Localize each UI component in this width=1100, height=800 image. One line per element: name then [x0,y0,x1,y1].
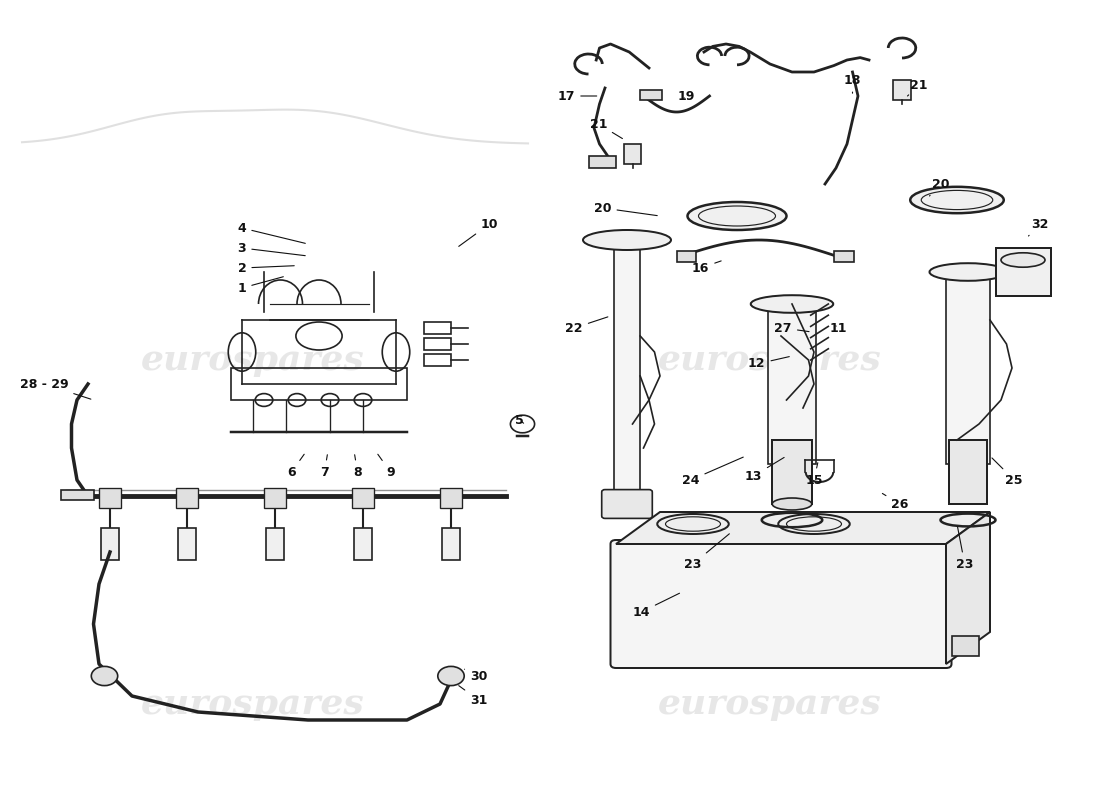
Text: 26: 26 [882,494,909,510]
Circle shape [91,666,118,686]
Ellipse shape [772,498,812,510]
Bar [946,272,990,464]
FancyBboxPatch shape [602,490,652,518]
Text: eurospares: eurospares [141,687,365,721]
Circle shape [438,666,464,686]
Bar [893,80,911,100]
Text: 13: 13 [745,458,784,482]
Text: 5: 5 [515,414,524,426]
Text: 20: 20 [930,178,949,196]
Text: 17: 17 [558,90,596,102]
Text: 32: 32 [1028,218,1048,236]
Text: 20: 20 [594,202,657,216]
Bar [768,304,816,464]
Bar [424,338,451,350]
Text: 30: 30 [464,670,487,682]
Ellipse shape [750,295,834,313]
Text: 4: 4 [238,222,306,243]
Bar [588,156,616,168]
Text: 21: 21 [908,79,927,96]
Ellipse shape [930,263,1007,281]
Text: 23: 23 [956,526,974,570]
Bar [352,488,374,508]
Text: 15: 15 [805,462,823,486]
Text: 25: 25 [992,458,1023,486]
Text: 11: 11 [829,322,847,334]
Text: 21: 21 [590,118,623,138]
Bar [266,528,284,560]
Bar [949,440,987,504]
FancyBboxPatch shape [610,540,952,668]
Text: 24: 24 [682,457,744,486]
Bar [354,528,372,560]
Text: 8: 8 [353,454,362,478]
Text: 2: 2 [238,262,294,274]
Bar [952,636,979,656]
Bar [614,240,640,496]
Text: 27: 27 [774,322,808,334]
Text: 6: 6 [287,454,305,478]
Text: 19: 19 [678,90,695,102]
Bar [264,488,286,508]
Text: 1: 1 [238,277,284,294]
Ellipse shape [1001,253,1045,267]
Bar [178,528,196,560]
Text: 10: 10 [459,218,498,246]
Text: 31: 31 [459,686,487,706]
Text: 3: 3 [238,242,305,256]
Text: 18: 18 [844,74,861,94]
Bar [424,354,451,366]
Text: 22: 22 [565,317,608,334]
Text: 14: 14 [632,594,680,618]
Bar [424,322,451,334]
Bar [834,251,854,262]
Ellipse shape [688,202,786,230]
Bar [772,440,812,504]
Bar [176,488,198,508]
Text: 9: 9 [377,454,395,478]
Text: 16: 16 [692,261,722,274]
Polygon shape [616,512,990,544]
Bar [624,144,641,164]
Text: eurospares: eurospares [658,687,882,721]
Bar [996,248,1050,296]
Bar [231,368,407,400]
Text: eurospares: eurospares [141,343,365,377]
Bar [99,488,121,508]
Bar [440,488,462,508]
Bar [676,251,696,262]
Text: 23: 23 [684,534,729,570]
Text: 12: 12 [748,357,790,370]
Ellipse shape [911,186,1003,214]
Bar [60,490,94,500]
Polygon shape [946,512,990,664]
Bar [442,528,460,560]
Text: 28 - 29: 28 - 29 [20,378,91,399]
Ellipse shape [583,230,671,250]
Text: 7: 7 [320,454,329,478]
Bar [101,528,119,560]
Bar [640,90,662,100]
Text: eurospares: eurospares [658,343,882,377]
